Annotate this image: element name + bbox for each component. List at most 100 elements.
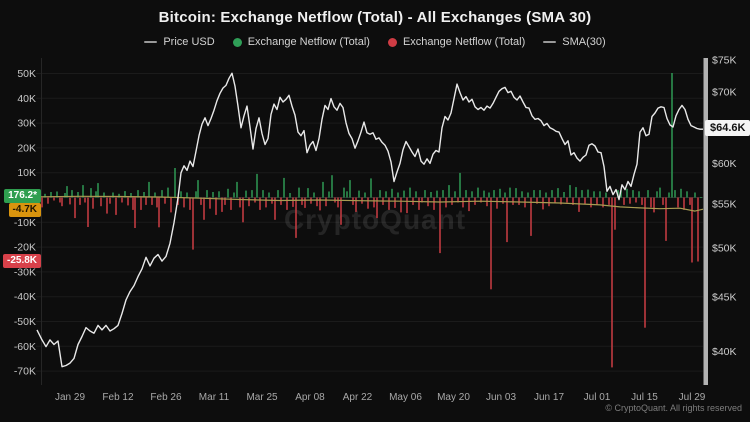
x-axis-tick: Mar 25 (246, 392, 278, 403)
netflow-bar (677, 197, 679, 208)
netflow-bar (44, 193, 46, 198)
netflow-bar (575, 187, 577, 198)
netflow-bar (84, 197, 86, 203)
right-axis-tick: $70K (712, 87, 737, 99)
left-axis-tick: 20K (17, 142, 36, 154)
sma-line-icon (543, 41, 557, 43)
netflow-bar (230, 197, 232, 210)
netflow-bar (174, 168, 176, 198)
netflow-bar (590, 197, 592, 208)
netflow-bar (638, 191, 640, 198)
netflow-bar (156, 197, 158, 208)
right-axis-tick: $75K (712, 55, 737, 67)
netflow-bar (192, 197, 194, 250)
copyright-text: © CryptoQuant. All rights reserved (605, 403, 742, 413)
netflow-bar (145, 197, 147, 205)
x-axis-tick: Feb 12 (102, 392, 134, 403)
netflow-bar (364, 192, 366, 198)
netflow-bar (280, 197, 282, 205)
netflow-bar (154, 192, 156, 198)
netflow-bar (343, 187, 345, 198)
legend-item-netflow-negative[interactable]: Exchange Netflow (Total) (387, 36, 525, 48)
netflow-bar (418, 197, 420, 210)
netflow-bar (424, 190, 426, 198)
legend-item-netflow-positive[interactable]: Exchange Netflow (Total) (232, 36, 370, 48)
netflow-bar (183, 197, 185, 208)
netflow-bar (56, 191, 58, 198)
right-axis-tick: $60K (712, 158, 737, 170)
netflow-bar (61, 197, 63, 207)
netflow-bar (203, 197, 205, 220)
netflow-latest-badge: 176.2* (4, 189, 41, 203)
left-axis-tick: -20K (14, 242, 36, 254)
netflow-bar (148, 181, 150, 198)
netflow-bar (124, 191, 126, 198)
netflow-bar (530, 197, 532, 236)
cryptoquant-watermark: CryptoQuant (284, 204, 466, 235)
netflow-bar (433, 197, 435, 210)
netflow-bar (635, 197, 637, 203)
netflow-bar (180, 191, 182, 198)
netflow-bar (521, 191, 523, 198)
netflow-bar (584, 197, 586, 204)
netflow-bar (346, 191, 348, 198)
netflow-bar (515, 188, 517, 198)
netflow-bar (82, 185, 84, 198)
netflow-bar (554, 197, 556, 203)
netflow-bar (170, 197, 172, 213)
netflow-bar (224, 197, 226, 205)
netflow-bar (623, 197, 625, 205)
netflow-bar (259, 197, 261, 210)
netflow-bar (265, 197, 267, 208)
right-axis-tick: $55K (712, 198, 737, 210)
netflow-bar (158, 197, 160, 228)
netflow-bar (186, 192, 188, 198)
left-axis-tick: 30K (17, 118, 36, 130)
left-axis-tick: -50K (14, 316, 36, 328)
netflow-bar (95, 191, 97, 198)
netflow-bar (109, 197, 111, 204)
netflow-bar (527, 192, 529, 198)
right-axis-tick: $45K (712, 291, 737, 303)
legend-item-price-usd[interactable]: Price USD (144, 36, 215, 48)
netflow-bar (548, 197, 550, 207)
netflow-bar (536, 197, 538, 204)
left-axis-tick: -10K (14, 217, 36, 229)
netflow-bar (106, 197, 108, 214)
chart-title: Bitcoin: Exchange Netflow (Total) - All … (158, 9, 592, 26)
netflow-bar (189, 197, 191, 210)
netflow-bar (134, 197, 136, 228)
netflow-bar (283, 177, 285, 198)
netflow-min-badge: -25.8K (2, 254, 41, 268)
netflow-bar (665, 197, 667, 241)
netflow-bar (406, 197, 408, 214)
price-line-icon (144, 41, 158, 43)
netflow-bar (421, 197, 423, 203)
x-axis-tick: May 06 (389, 392, 422, 403)
netflow-bar (502, 197, 504, 204)
netflow-bar (632, 190, 634, 198)
sma-line (36, 195, 704, 212)
netflow-bar (388, 197, 390, 210)
netflow-bar (373, 197, 375, 208)
netflow-bar (496, 197, 498, 209)
netflow-bar (462, 197, 464, 208)
netflow-bar (358, 190, 360, 198)
netflow-bar (647, 190, 649, 198)
netflow-bar (301, 197, 303, 205)
netflow-bar (683, 197, 685, 210)
netflow-bar (694, 192, 696, 198)
netflow-bar (64, 193, 66, 198)
netflow-bar (518, 197, 520, 205)
netflow-bar (409, 187, 411, 198)
netflow-bar (103, 192, 105, 198)
netflow-bar (563, 192, 565, 198)
legend-item-sma30[interactable]: SMA(30) (543, 36, 606, 48)
netflow-bar (457, 197, 459, 203)
netflow-bar (268, 192, 270, 198)
netflow-bar (132, 197, 134, 210)
netflow-bar (629, 197, 631, 204)
netflow-bar (71, 190, 73, 198)
netflow-bar (370, 178, 372, 198)
